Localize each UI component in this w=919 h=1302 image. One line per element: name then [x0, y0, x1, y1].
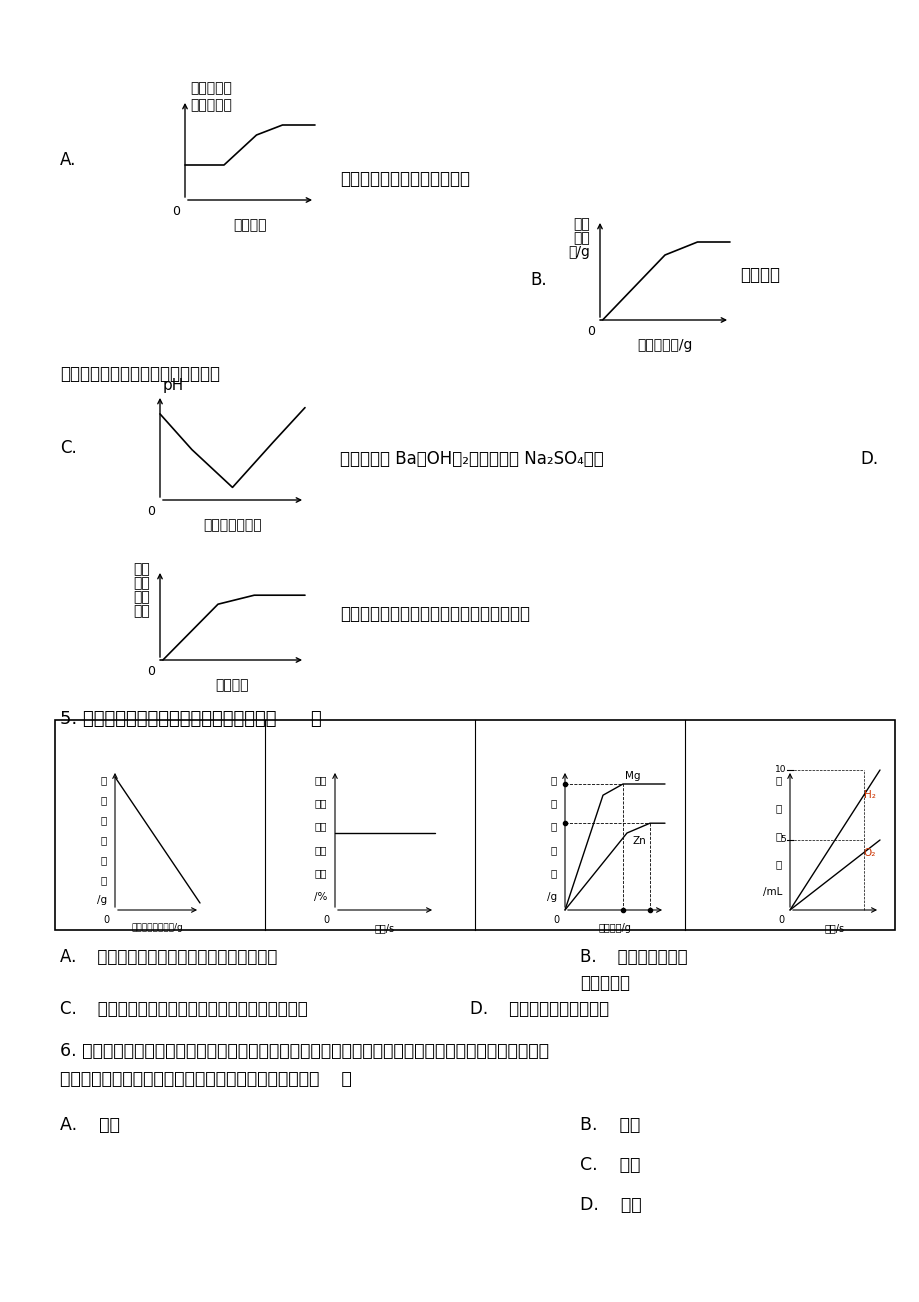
Text: 的: 的 — [550, 822, 556, 832]
Text: C.    锌板: C. 锌板 — [579, 1156, 640, 1174]
Text: 金属质量/g: 金属质量/g — [598, 923, 630, 934]
Text: B.: B. — [529, 271, 546, 289]
Text: 5. 下列图像能正确反映对应变化关系的是（      ）: 5. 下列图像能正确反映对应变化关系的是（ ） — [60, 710, 322, 728]
Text: 6. 一般情况下，两种活泼性不同的金属在潮湿的环境中接触时，活泼性强的金属首先被腐蚀。为了避免轮: 6. 一般情况下，两种活泼性不同的金属在潮湿的环境中接触时，活泼性强的金属首先被… — [60, 1042, 549, 1060]
Text: 0: 0 — [323, 915, 330, 924]
Text: 氧气: 氧气 — [573, 217, 589, 230]
Text: 0: 0 — [778, 915, 784, 924]
Text: 0: 0 — [147, 505, 154, 518]
Text: 过氧化氢溶液质量/g: 过氧化氢溶液质量/g — [131, 923, 183, 932]
Text: 质量: 质量 — [133, 604, 150, 618]
Text: 船的钢质外壳被腐蚀，通常在轮船外壳上镶嵌的金属是（    ）: 船的钢质外壳被腐蚀，通常在轮船外壳上镶嵌的金属是（ ） — [60, 1070, 351, 1088]
Text: D.    锡板: D. 锡板 — [579, 1197, 641, 1213]
Text: O₂: O₂ — [863, 848, 875, 858]
Text: 量: 量 — [550, 868, 556, 879]
Text: 0: 0 — [586, 326, 595, 339]
Text: 气: 气 — [775, 775, 781, 785]
Text: B.    银板: B. 银板 — [579, 1116, 640, 1134]
Text: 向一定量的 Ba（OH）₂溶液中加入 Na₂SO₄粉末: 向一定量的 Ba（OH）₂溶液中加入 Na₂SO₄粉末 — [340, 450, 603, 467]
Text: Mg: Mg — [624, 771, 640, 781]
Text: 量: 量 — [101, 875, 107, 885]
Text: 固体中钾元: 固体中钾元 — [190, 81, 232, 95]
Text: 氧: 氧 — [101, 796, 107, 805]
Text: D.: D. — [859, 450, 877, 467]
Text: 烧杯: 烧杯 — [133, 562, 150, 577]
Text: 的表面含有氧化铝的铝片滴加稀硫酸: 的表面含有氧化铝的铝片滴加稀硫酸 — [60, 365, 220, 383]
Text: 体: 体 — [775, 831, 781, 841]
Text: 将锌片插入盛有一定质量的稀硫酸的烧杯中: 将锌片插入盛有一定质量的稀硫酸的烧杯中 — [340, 605, 529, 622]
Text: 的质: 的质 — [573, 230, 589, 245]
Text: 固体: 固体 — [314, 775, 326, 785]
Text: 质: 质 — [101, 855, 107, 865]
Text: 0: 0 — [172, 204, 180, 217]
Text: 0: 0 — [553, 915, 560, 924]
Text: 二: 二 — [101, 775, 107, 785]
Text: 反应时间: 反应时间 — [233, 217, 267, 232]
Text: A.: A. — [60, 151, 76, 169]
Text: 元素: 元素 — [314, 822, 326, 832]
Text: 反应时间: 反应时间 — [216, 678, 249, 691]
Text: Zn: Zn — [632, 836, 646, 846]
Text: 碳酸钠粉末质量: 碳酸钠粉末质量 — [203, 518, 262, 533]
Text: 量/g: 量/g — [568, 245, 589, 259]
Text: 向一定量: 向一定量 — [739, 266, 779, 284]
Text: 化: 化 — [101, 815, 107, 825]
Text: 加热一定质量的高锰酸钾固体: 加热一定质量的高锰酸钾固体 — [340, 171, 470, 187]
Text: C.: C. — [60, 439, 76, 457]
Text: 时间/s: 时间/s — [375, 923, 394, 934]
Text: 锰: 锰 — [101, 835, 107, 845]
Text: 0: 0 — [104, 915, 110, 924]
Text: H₂: H₂ — [863, 790, 875, 801]
Text: 中锰: 中锰 — [314, 798, 326, 809]
Text: 10: 10 — [774, 766, 785, 775]
Text: 体: 体 — [550, 798, 556, 809]
Bar — [55, 720, 894, 930]
Text: 质量: 质量 — [314, 845, 326, 855]
Text: 体: 体 — [775, 803, 781, 812]
Text: 液的: 液的 — [133, 591, 150, 604]
Text: /mL: /mL — [762, 887, 781, 897]
Text: 气: 气 — [550, 775, 556, 785]
Text: 中溶: 中溶 — [133, 577, 150, 591]
Text: /g: /g — [96, 894, 107, 905]
Text: 稀硫酸质量/g: 稀硫酸质量/g — [637, 339, 692, 352]
Text: 0: 0 — [147, 665, 154, 678]
Text: C.    向两份完全相同的稀盐酸中分别加入锌粉、镁粉: C. 向两份完全相同的稀盐酸中分别加入锌粉、镁粉 — [60, 1000, 308, 1018]
Text: B.    加热一定量的高: B. 加热一定量的高 — [579, 948, 686, 966]
Text: pH: pH — [163, 378, 184, 393]
Text: 素质量分数: 素质量分数 — [190, 98, 232, 112]
Text: 积: 积 — [775, 859, 781, 868]
Text: 5: 5 — [779, 836, 785, 845]
Text: /%: /% — [313, 892, 326, 902]
Text: A.    铜板: A. 铜板 — [60, 1116, 119, 1134]
Text: 锰酸钾固体: 锰酸钾固体 — [579, 974, 630, 992]
Text: D.    将水通电电解一段时间: D. 将水通电电解一段时间 — [470, 1000, 608, 1018]
Text: A.    向一定量的二氧化锰中加入过氧化氢溶液: A. 向一定量的二氧化锰中加入过氧化氢溶液 — [60, 948, 277, 966]
Text: 分数: 分数 — [314, 868, 326, 879]
Text: 质: 质 — [550, 845, 556, 855]
Text: /g: /g — [546, 892, 556, 902]
Text: 时间/s: 时间/s — [824, 923, 845, 934]
